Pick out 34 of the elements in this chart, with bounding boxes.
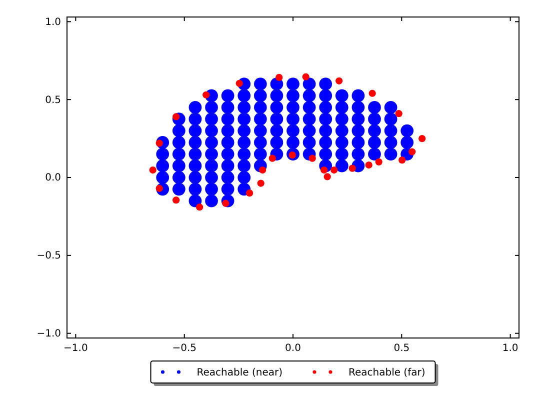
point: [149, 166, 156, 174]
point: [257, 180, 264, 187]
point: [202, 91, 210, 98]
point: [398, 156, 406, 164]
point: [246, 190, 254, 197]
x-tick-label: 1.0: [502, 343, 518, 354]
point: [408, 148, 416, 156]
point: [302, 73, 310, 80]
y-tick-label: −0.5: [36, 250, 61, 262]
y-tick-label: 0.0: [45, 172, 61, 184]
point: [395, 110, 402, 118]
x-tick-label: 0.0: [285, 343, 301, 354]
point: [348, 164, 356, 172]
point: [268, 154, 276, 162]
point: [276, 74, 283, 82]
x-tick-label: 0.5: [394, 343, 410, 354]
point: [236, 80, 243, 87]
point: [172, 196, 180, 204]
point: [308, 154, 316, 162]
x-tick-label: −1.0: [64, 343, 88, 354]
legend-label: Reachable (near): [196, 368, 283, 378]
point: [375, 158, 382, 166]
point: [196, 204, 204, 211]
point: [330, 166, 338, 174]
y-tick-label: 0.5: [45, 94, 61, 106]
point: [368, 90, 376, 97]
legend-label: Reachable (far): [348, 368, 426, 378]
point: [324, 173, 331, 180]
point: [336, 77, 343, 84]
point: [418, 134, 426, 142]
x-tick-label: −0.5: [172, 343, 196, 354]
point: [365, 161, 372, 169]
y-tick-label: −1.0: [36, 328, 61, 340]
y-tick-label: 1.0: [45, 16, 61, 28]
